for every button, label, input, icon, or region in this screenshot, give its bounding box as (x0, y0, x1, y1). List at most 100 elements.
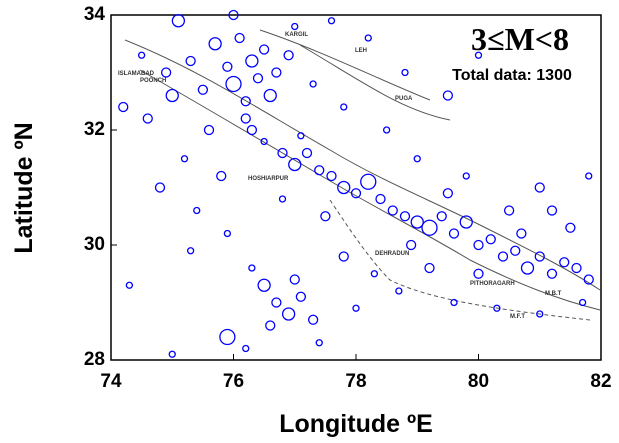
event-point (301, 147, 313, 159)
event-point (559, 257, 570, 268)
event-point (245, 54, 259, 68)
y-axis-title: Latitude ºN (10, 122, 38, 253)
y-tick-label: 34 (84, 4, 106, 25)
x-tick-label: 82 (590, 371, 611, 392)
event-point (222, 61, 233, 72)
event-point (246, 124, 258, 136)
event-point (248, 264, 256, 272)
event-point (352, 304, 360, 312)
event-point (375, 193, 386, 205)
event-point (137, 51, 146, 59)
event-point (510, 245, 521, 256)
place-label: M.F.T (510, 314, 525, 320)
event-point (442, 188, 454, 199)
event-point (448, 228, 460, 239)
event-point (185, 55, 196, 67)
event-point (503, 205, 515, 216)
event-point (401, 68, 409, 77)
event-point (585, 172, 593, 180)
event-point (265, 320, 276, 331)
event-point (473, 239, 484, 251)
event-point (160, 67, 172, 78)
event-point (320, 211, 331, 222)
event-point (474, 51, 483, 59)
event-point (399, 211, 411, 222)
event-point (257, 278, 271, 292)
event-point (410, 215, 424, 229)
event-point (281, 307, 296, 321)
event-point (516, 228, 527, 239)
event-point (340, 103, 348, 111)
event-point (289, 274, 300, 285)
event-point (208, 37, 222, 51)
event-point (263, 88, 277, 103)
event-point (395, 287, 403, 295)
place-label: M.B.T (545, 291, 562, 297)
event-point (203, 124, 215, 136)
event-point (154, 182, 166, 193)
place-label: LEH (355, 48, 367, 54)
event-point (216, 170, 227, 182)
event-point (546, 268, 558, 279)
event-point (278, 195, 287, 203)
event-point (171, 14, 186, 28)
event-point (315, 339, 323, 347)
event-point (534, 182, 545, 193)
event-point (497, 251, 509, 262)
event-point (364, 34, 372, 42)
event-point (125, 281, 134, 289)
event-point (142, 113, 153, 124)
event-point (271, 297, 282, 308)
x-tick-label: 78 (345, 371, 366, 392)
event-point (277, 147, 288, 159)
event-point (571, 262, 582, 274)
event-point (520, 261, 535, 275)
event-point (240, 113, 251, 124)
event-point (370, 270, 379, 278)
event-point (546, 205, 558, 216)
event-point (168, 350, 176, 358)
event-point (578, 298, 587, 307)
event-point (583, 274, 594, 285)
event-point (118, 101, 129, 113)
event-point (536, 310, 544, 318)
event-point (338, 251, 349, 262)
event-point (350, 188, 362, 199)
event-point (326, 170, 337, 182)
event-point (219, 328, 236, 346)
points (118, 9, 594, 358)
event-point (225, 75, 242, 93)
y-tick-label: 32 (84, 119, 105, 140)
event-point (283, 50, 294, 61)
event-point (382, 126, 391, 134)
event-point (327, 17, 336, 25)
event-point (234, 32, 245, 44)
event-point (297, 132, 305, 140)
event-point (462, 172, 470, 180)
chart-title: 3≤M<8 (471, 21, 569, 57)
fault-lines (124, 29, 601, 321)
event-point (271, 67, 282, 78)
place-label: HOSHIARPUR (248, 176, 289, 182)
x-axis-title: Longitude ºE (279, 410, 433, 438)
event-point (360, 173, 377, 190)
event-point (258, 44, 270, 55)
event-point (197, 84, 209, 95)
x-tick-label: 80 (468, 371, 489, 392)
event-point (421, 219, 438, 236)
event-point (186, 247, 195, 255)
event-point (493, 304, 501, 312)
event-point (307, 314, 319, 325)
event-point (252, 73, 264, 84)
place-label: PITHORAGARH (470, 281, 515, 287)
chart-subtitle: Total data: 1300 (452, 67, 572, 84)
y-tick-label: 28 (84, 349, 105, 370)
event-point (565, 222, 576, 233)
event-point (413, 155, 421, 163)
x-tick-label: 76 (223, 371, 244, 392)
event-point (485, 234, 496, 245)
event-point (442, 90, 454, 101)
event-point (309, 80, 317, 88)
event-point (165, 88, 179, 103)
